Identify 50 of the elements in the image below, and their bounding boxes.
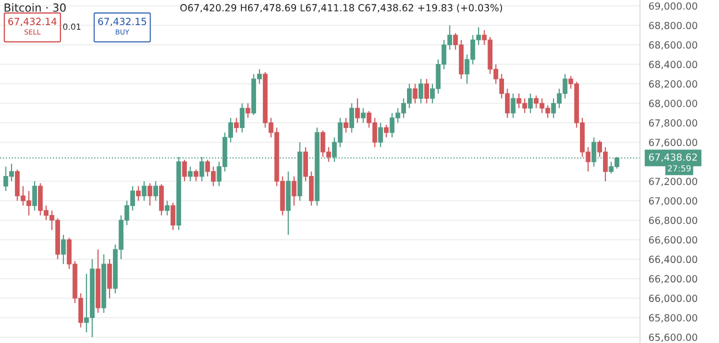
candlestick: [412, 83, 418, 104]
candlestick: [153, 180, 158, 202]
candlestick: [182, 159, 187, 182]
y-tick-label: 67,200.00: [649, 178, 698, 186]
candlestick: [170, 202, 176, 231]
candlestick: [344, 117, 348, 134]
candlestick: [384, 124, 389, 138]
candlestick: [349, 102, 354, 134]
annotation: 0.01: [63, 24, 80, 30]
candlestick: [136, 186, 141, 202]
chart-title: Bitcoin · 30: [4, 3, 66, 12]
candlestick: [194, 168, 198, 182]
candlestick: [61, 234, 66, 265]
y-tick-label: 65,800.00: [649, 314, 698, 322]
y-tick-label: 67,800.00: [649, 119, 698, 128]
candlestick: [292, 176, 296, 206]
candlestick: [378, 122, 383, 148]
y-tick-label: 66,400.00: [649, 256, 698, 264]
annotation: 67,432.15: [98, 18, 146, 26]
y-tick-label: 68,800.00: [649, 22, 698, 30]
candlestick: [355, 98, 360, 124]
candlestick: [148, 182, 152, 206]
candlestick: [142, 180, 147, 202]
y-tick-label: 66,600.00: [649, 236, 698, 245]
y-tick-label: 69,000.00: [649, 2, 698, 11]
annotation: O67,420.29 H67,478.69 L67,411.18 C67,438.62 +19.83 (+0.03%): [180, 4, 502, 13]
y-tick-label: 68,000.00: [649, 100, 698, 108]
candlestick: [246, 102, 250, 118]
y-tick-label: 68,400.00: [649, 60, 698, 70]
candlestick: [164, 200, 170, 216]
candlestick: [32, 180, 37, 212]
candlestick: [360, 108, 366, 124]
y-tick-label: 68,200.00: [649, 80, 698, 89]
y-tick-label: 65,600.00: [649, 334, 698, 342]
candlestick: [418, 78, 424, 104]
candlestick: [188, 166, 193, 182]
y-tick-label: 67,600.00: [649, 138, 698, 148]
y-tick-label: 67,000.00: [649, 197, 698, 206]
y-tick-label: 66,200.00: [649, 275, 698, 284]
text: 27:59: [668, 165, 691, 172]
y-tick-label: 66,800.00: [649, 216, 698, 226]
candlestick: [528, 92, 533, 114]
candlestick: [424, 78, 430, 104]
ref-line-label: 67,438.62: [649, 153, 697, 162]
y-tick-label: 66,000.00: [649, 294, 698, 303]
candlestick: [234, 117, 239, 134]
candlestick: [240, 102, 245, 134]
candlestick: [510, 92, 516, 118]
annotation: 67,432.14: [8, 18, 57, 26]
y-tick-label: 68,600.00: [649, 41, 698, 50]
